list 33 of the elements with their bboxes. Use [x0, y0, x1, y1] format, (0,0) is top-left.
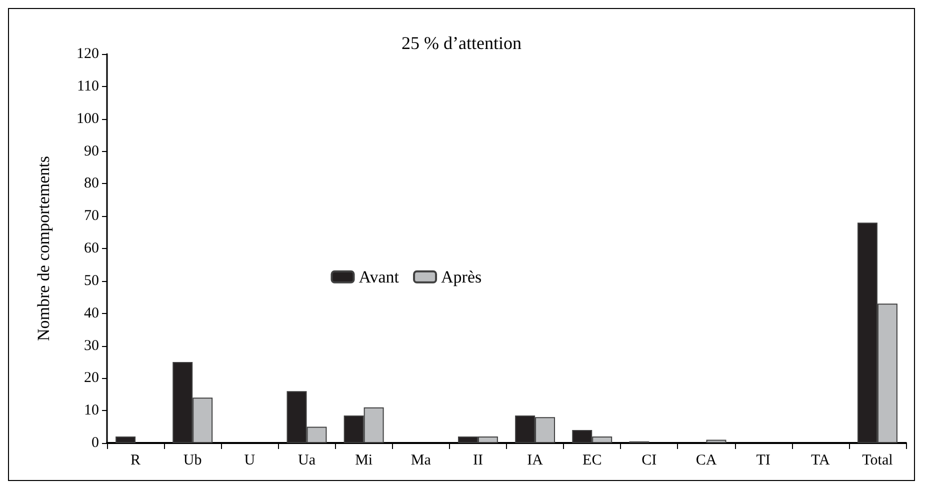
bar [706, 440, 726, 443]
x-tick-label: U [244, 452, 256, 468]
y-tick-label: 120 [76, 46, 99, 62]
chart-title: 25 % d’attention [402, 33, 522, 53]
x-tick-label: EC [582, 452, 602, 468]
x-tick-label: TI [756, 452, 770, 468]
y-tick-label: 10 [84, 402, 99, 419]
x-tick-label: CA [696, 452, 717, 468]
y-tick-label: 40 [84, 305, 99, 322]
x-tick-label: II [472, 452, 483, 468]
x-tick-label: IA [527, 452, 544, 468]
y-tick-label: 70 [84, 208, 99, 224]
legend-label: Après [441, 267, 482, 286]
y-tick-label: 50 [84, 272, 99, 289]
y-tick-label: 60 [84, 240, 99, 256]
x-tick-label: R [130, 452, 141, 468]
y-tick-label: 30 [84, 338, 99, 354]
legend-label: Avant [358, 267, 400, 286]
x-tick-label: Ub [183, 452, 202, 468]
y-tick-label: 0 [92, 435, 99, 451]
x-tick-label: Ma [410, 452, 432, 468]
bar [116, 436, 136, 443]
y-tick-label: 90 [84, 143, 99, 160]
y-axis-title: Nombre de comportements [34, 156, 53, 342]
y-tick-label: 110 [77, 78, 99, 94]
x-tick-label: TA [810, 452, 830, 468]
y-tick-label: 20 [84, 370, 99, 386]
y-tick-label: 100 [76, 110, 99, 127]
x-tick-label: Total [862, 452, 893, 468]
y-tick-label: 80 [84, 176, 99, 192]
x-tick-label: Mi [355, 452, 373, 468]
x-tick-label: Ua [298, 452, 316, 468]
x-tick-label: CI [642, 452, 657, 468]
